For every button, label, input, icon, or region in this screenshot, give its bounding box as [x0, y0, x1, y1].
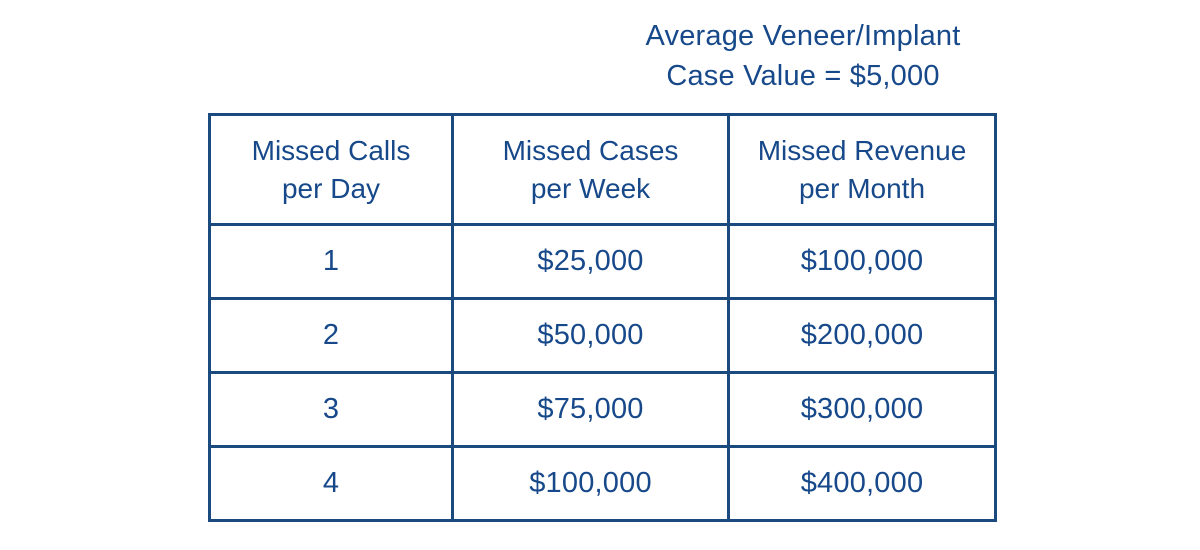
table-header-row: Missed Calls per Day Missed Cases per We…	[208, 113, 997, 226]
header-line: Missed Revenue	[757, 134, 967, 166]
table-body: 1 $25,000 $100,000 2 $50,000 $200,000 3 …	[208, 223, 997, 522]
header-line: per Day	[281, 172, 381, 204]
caption-line-1: Average Veneer/Implant	[645, 20, 961, 52]
missed-revenue-table: Missed Calls per Day Missed Cases per We…	[208, 113, 997, 522]
cell-revenue-per-month: $100,000	[727, 223, 997, 300]
cell-calls-per-day: 4	[208, 445, 454, 522]
cell-cases-per-week: $75,000	[451, 371, 730, 448]
caption-line-2: Case Value = $5,000	[666, 60, 940, 92]
column-header-missed-revenue: Missed Revenue per Month	[727, 113, 997, 226]
cell-revenue-per-month: $400,000	[727, 445, 997, 522]
header-line: Missed Calls	[251, 134, 411, 166]
cell-revenue-per-month: $300,000	[727, 371, 997, 448]
cell-revenue-per-month: $200,000	[727, 297, 997, 374]
table-caption: Average Veneer/Implant Case Value = $5,0…	[593, 16, 1013, 96]
cell-calls-per-day: 3	[208, 371, 454, 448]
cell-calls-per-day: 1	[208, 223, 454, 300]
cell-cases-per-week: $50,000	[451, 297, 730, 374]
cell-cases-per-week: $25,000	[451, 223, 730, 300]
table-row: 3 $75,000 $300,000	[208, 371, 997, 448]
header-line: per Week	[530, 172, 651, 204]
header-line: per Month	[798, 172, 926, 204]
column-header-missed-cases: Missed Cases per Week	[451, 113, 730, 226]
column-header-missed-calls: Missed Calls per Day	[208, 113, 454, 226]
cell-cases-per-week: $100,000	[451, 445, 730, 522]
cell-calls-per-day: 2	[208, 297, 454, 374]
table-row: 1 $25,000 $100,000	[208, 223, 997, 300]
header-line: Missed Cases	[502, 134, 679, 166]
table-row: 2 $50,000 $200,000	[208, 297, 997, 374]
table-row: 4 $100,000 $400,000	[208, 445, 997, 522]
